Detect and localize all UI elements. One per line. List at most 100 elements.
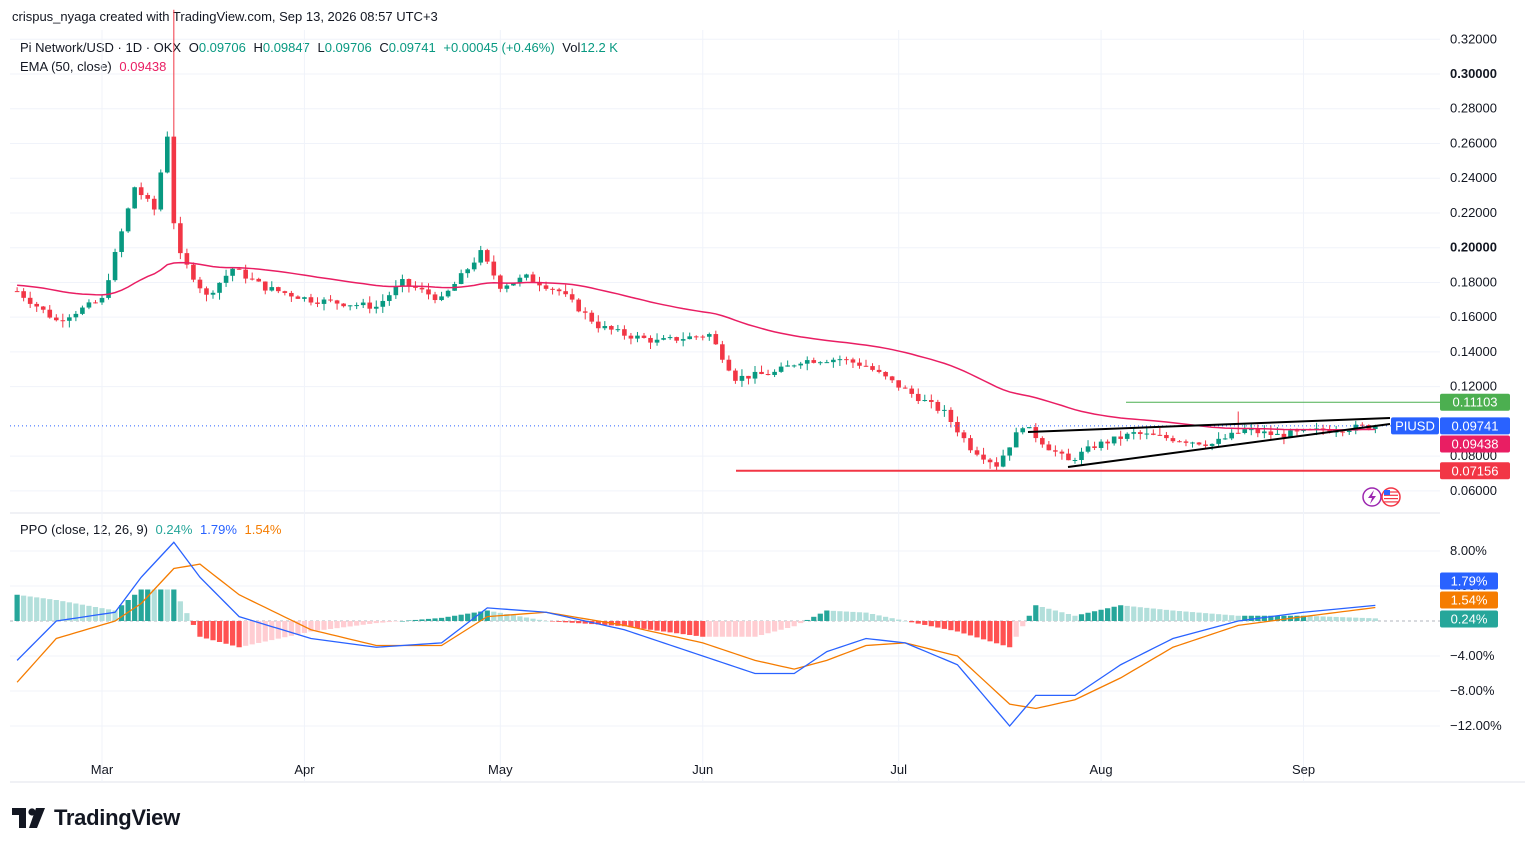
ppo-histogram-bar <box>1163 609 1169 621</box>
candle <box>387 291 392 306</box>
candle-body <box>1242 429 1248 433</box>
ema-legend[interactable]: EMA (50, close) 0.09438 <box>20 59 166 74</box>
price-tick-label: 0.22000 <box>1450 205 1497 220</box>
candle-body <box>543 285 549 289</box>
candle <box>987 457 993 469</box>
ppo-histogram-bar <box>1170 610 1176 621</box>
candle-body <box>249 278 255 280</box>
candle <box>772 369 777 378</box>
candle-body <box>432 294 438 301</box>
ppo-histogram-bar <box>308 621 314 632</box>
candle <box>791 364 797 368</box>
ppo-histogram-bar <box>536 619 543 621</box>
candle <box>981 447 986 464</box>
candle-body <box>863 365 869 367</box>
ppo-histogram-bar <box>1039 607 1045 621</box>
candle-body <box>308 297 314 303</box>
candle <box>517 274 523 287</box>
candle-body <box>1255 429 1261 434</box>
candle-body <box>367 302 373 309</box>
candle <box>1098 439 1104 451</box>
ppo-histogram-bar <box>1085 612 1091 621</box>
ppo-histogram-bar <box>1209 613 1215 621</box>
ppo-histogram-bar <box>1000 621 1006 646</box>
candle-body <box>667 337 673 339</box>
candle-body <box>282 291 288 293</box>
ppo-histogram-bar <box>935 621 941 628</box>
candle <box>844 356 849 365</box>
candle-body <box>347 305 353 307</box>
ema-badge-text: 0.09438 <box>1452 437 1499 452</box>
candle-body <box>1203 444 1208 446</box>
ppo-line-value: 1.79% <box>200 522 237 537</box>
candle-body <box>138 187 144 196</box>
candle-body <box>1216 438 1221 444</box>
candle-body <box>870 366 875 370</box>
candle <box>1085 440 1091 454</box>
ppo-histogram-bar <box>445 616 451 621</box>
candle <box>400 274 405 293</box>
ppo-histogram-bar <box>452 615 458 621</box>
ppo-histogram-bar <box>1137 607 1143 621</box>
grid-lines <box>10 30 1525 783</box>
candle-body <box>1124 433 1130 439</box>
candle <box>1026 426 1032 429</box>
candle-body <box>706 334 712 337</box>
ppo-legend[interactable]: PPO (close, 12, 26, 9) 0.24% 1.79% 1.54% <box>20 522 281 537</box>
candle <box>1007 447 1012 461</box>
candle-body <box>1190 442 1195 444</box>
ppo-histogram-bar <box>647 621 654 630</box>
ppo-histogram-bar <box>634 621 641 628</box>
price-tick-label: 0.26000 <box>1450 135 1497 150</box>
candle-body <box>465 269 470 274</box>
ppo-histogram-bar <box>1281 615 1287 621</box>
candle-body <box>302 297 307 299</box>
ppo-signal-line <box>16 563 1376 710</box>
candle-body <box>1111 436 1117 444</box>
candle-body <box>334 300 340 304</box>
ppo-histogram-bar <box>236 621 242 648</box>
time-tick-label: Jul <box>890 762 907 777</box>
candle <box>1262 425 1267 439</box>
ppo-hist-value: 0.24% <box>155 522 193 537</box>
candle-body <box>589 312 595 322</box>
candle <box>1000 449 1006 468</box>
candle-body <box>948 409 954 422</box>
ema-line <box>17 261 1376 431</box>
candle-body <box>1144 433 1150 435</box>
candle <box>67 314 72 328</box>
ppo-histogram-bar <box>615 621 621 626</box>
ppo-histogram-bar <box>680 621 686 635</box>
ppo-histogram-bar <box>687 621 693 635</box>
ppo-histogram-bar <box>282 621 288 638</box>
candle-body <box>595 321 601 329</box>
candle-body <box>1151 433 1156 435</box>
candle-body <box>93 302 98 304</box>
ppo-histogram-bar <box>595 621 601 625</box>
ppo-histogram-bar <box>843 611 850 621</box>
candle-body <box>1013 432 1019 448</box>
ppo-histogram-bar <box>915 621 921 624</box>
candle <box>178 216 183 260</box>
ppo-histogram-bar <box>1216 614 1222 621</box>
tradingview-logo[interactable]: TradingView <box>12 804 180 832</box>
candle-body <box>733 370 738 381</box>
candle <box>1059 449 1065 460</box>
ppo-histogram-bar <box>641 621 647 629</box>
candle <box>1235 411 1241 434</box>
ppo-histogram-bar <box>386 621 392 623</box>
ppo-histogram-bar <box>1105 608 1111 621</box>
ppo-tick-label: 8.00% <box>1450 543 1487 558</box>
ppo-histogram-bar <box>628 621 634 628</box>
ppo-histogram-bar <box>1294 615 1300 621</box>
candle <box>942 405 947 417</box>
ppo-histogram-bar <box>497 612 503 621</box>
candle <box>21 288 26 302</box>
symbol-title[interactable]: Pi Network/USD · 1D · OKX <box>20 40 182 55</box>
candle-body <box>752 371 758 379</box>
candle-body <box>922 400 928 402</box>
candle-body <box>439 296 444 301</box>
change-value: +0.00045 (+0.46%) <box>443 40 555 55</box>
candle <box>484 248 490 265</box>
